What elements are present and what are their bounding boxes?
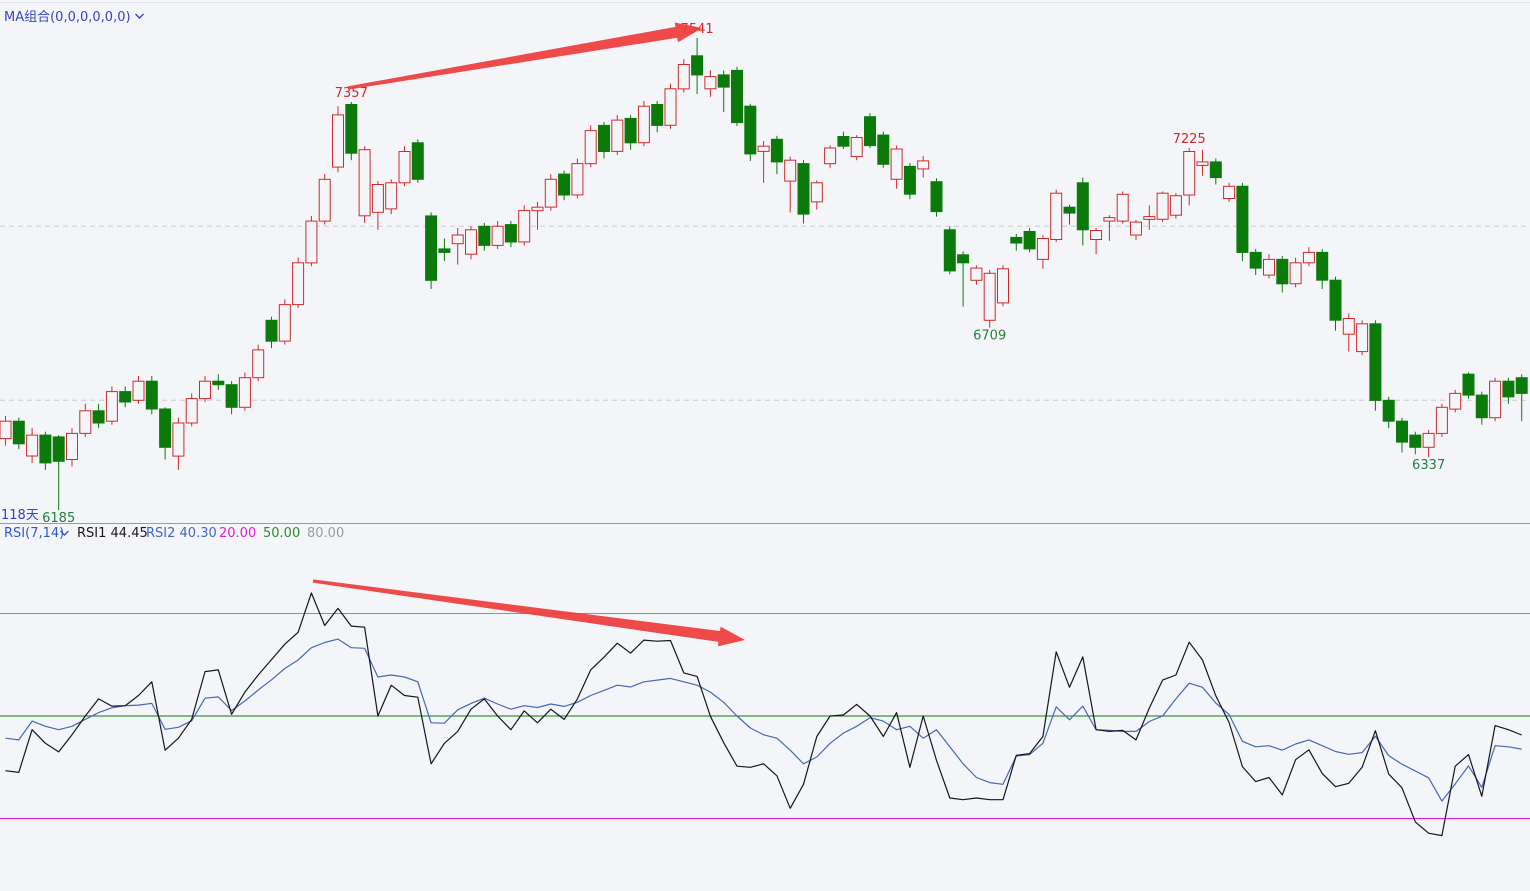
rsi1-value-label: RSI1 44.45	[77, 526, 148, 541]
price-annotation: 7357	[335, 86, 368, 101]
trend-arrow	[312, 579, 745, 647]
rsi-indicator-chart[interactable]	[0, 579, 1530, 837]
candles	[0, 38, 1528, 510]
rsi-line-rsi2	[5, 638, 1522, 802]
rsi-indicator-selector[interactable]: RSI(7,14)	[4, 526, 65, 541]
rsi-level20-label: 20.00	[219, 526, 257, 541]
ma-indicator-label: MA组合(0,0,0,0,0,0)	[4, 10, 131, 25]
cycle-label: 118天	[1, 508, 39, 523]
window-top-border	[0, 2, 1530, 3]
rsi-level80-label: 80.00	[307, 526, 345, 541]
trend-arrow	[347, 22, 702, 90]
rsi-line-rsi1	[5, 592, 1522, 837]
chevron-down-icon[interactable]	[134, 9, 145, 24]
pane-divider[interactable]	[0, 523, 1530, 524]
chevron-down-icon[interactable]	[59, 526, 70, 541]
rsi-header-row: RSI(7,14) RSI1 44.45 RSI2 40.30 20.00 50…	[0, 526, 1530, 542]
price-annotation: 6709	[973, 329, 1006, 344]
price-candlestick-chart[interactable]: 735775417225618567096337	[0, 22, 1530, 526]
rsi2-value-label: RSI2 40.30	[146, 526, 217, 541]
rsi-level50-label: 50.00	[263, 526, 301, 541]
price-annotation: 7225	[1173, 132, 1206, 147]
price-annotation: 6185	[42, 511, 75, 526]
ma-indicator-selector[interactable]: MA组合(0,0,0,0,0,0)	[4, 6, 145, 25]
price-annotation: 6337	[1412, 458, 1445, 473]
